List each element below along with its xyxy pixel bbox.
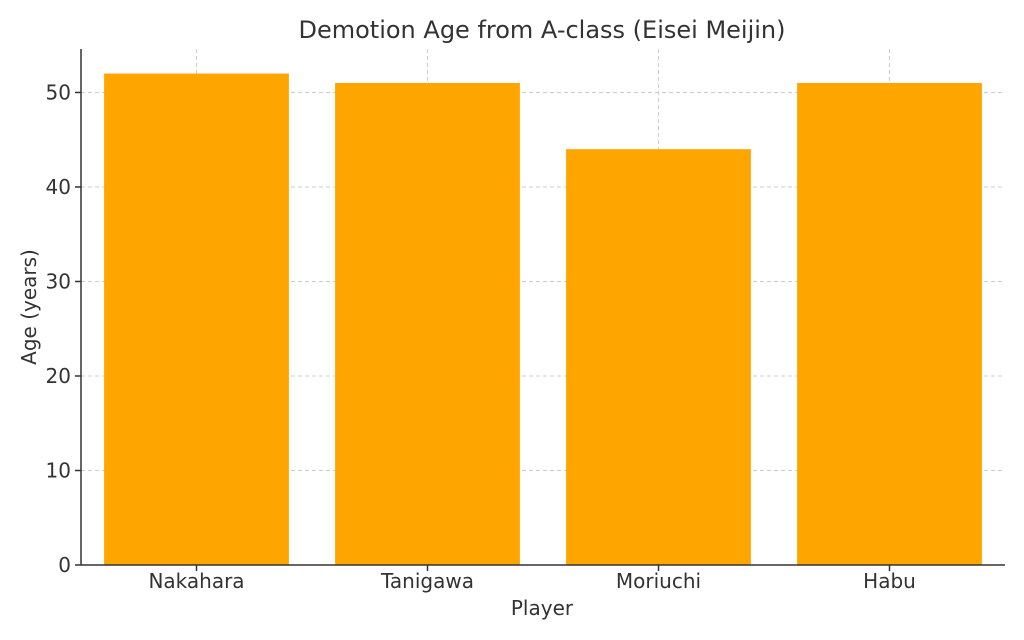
bar-habu xyxy=(797,83,982,566)
y-tick-label: 50 xyxy=(46,80,71,104)
y-tick-label: 10 xyxy=(46,458,71,482)
x-tick-label: Habu xyxy=(863,569,916,593)
bars xyxy=(104,73,982,566)
axes xyxy=(80,49,1005,566)
y-tick-label: 30 xyxy=(46,269,71,293)
x-tick-label: Moriuchi xyxy=(616,569,701,593)
y-tick-label: 20 xyxy=(46,364,71,388)
x-ticks: Nakahara Tanigawa Moriuchi Habu xyxy=(148,565,916,593)
bar-nakahara xyxy=(104,73,289,566)
x-tick-label: Nakahara xyxy=(148,569,244,593)
x-tick-label: Tanigawa xyxy=(380,569,474,593)
y-tick-label: 40 xyxy=(46,175,71,199)
y-tick-label: 0 xyxy=(58,553,71,577)
bar-tanigawa xyxy=(335,83,520,566)
y-ticks: 0 10 20 30 40 50 xyxy=(46,80,81,577)
x-axis-label: Player xyxy=(511,596,574,620)
y-axis-label: Age (years) xyxy=(17,249,41,365)
chart-title: Demotion Age from A-class (Eisei Meijin) xyxy=(298,16,785,44)
bar-moriuchi xyxy=(566,149,751,565)
